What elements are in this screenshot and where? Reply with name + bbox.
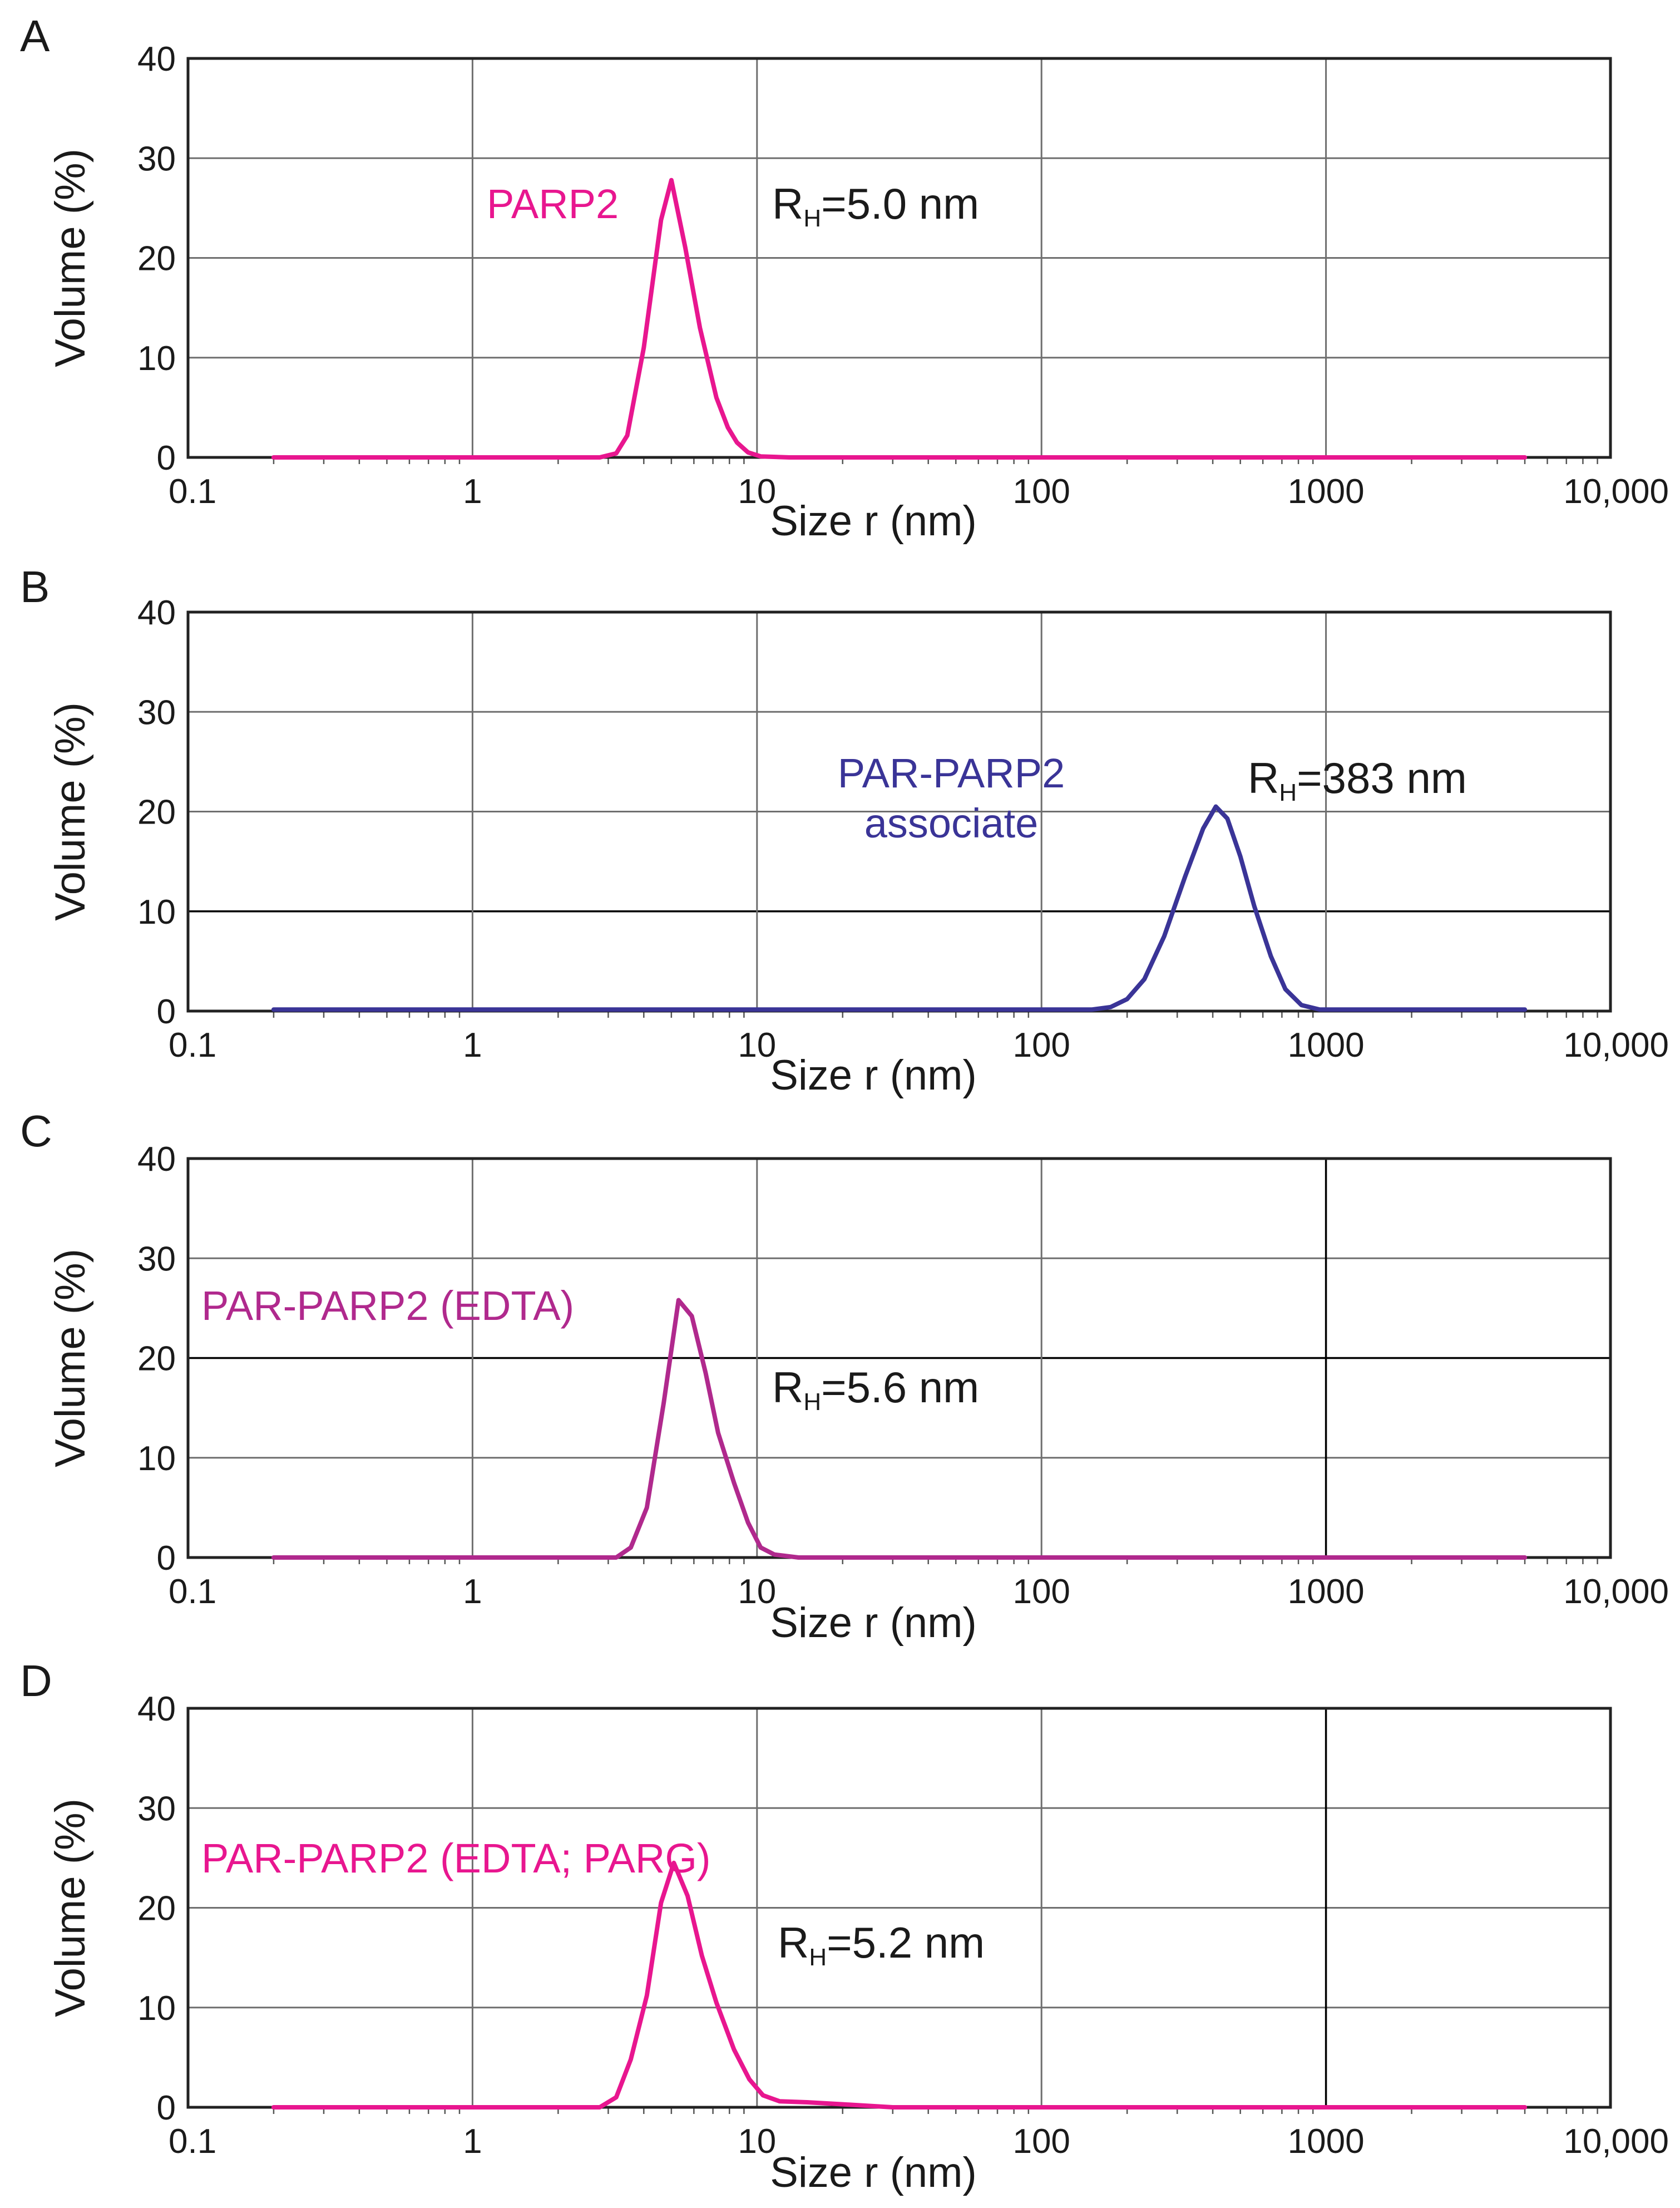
rh-value: =383 nm (1297, 753, 1467, 802)
x-axis-label: Size r (nm) (770, 497, 977, 545)
y-tick-label: 20 (137, 793, 176, 832)
y-tick-label: 40 (137, 40, 176, 78)
x-tick-label: 1000 (1288, 2122, 1365, 2161)
chart-panel-d: D 0 10 20 30 40 0.1 1 10 100 1000 10,000 Size r (nm)… (20, 1656, 1669, 2196)
rh-value: =5.6 nm (821, 1363, 979, 1412)
panel-letter: D (20, 1656, 52, 1706)
y-tick-label: 10 (137, 1989, 176, 2028)
rh-subscript: H (1279, 779, 1297, 806)
x-tick-label: 1 (463, 1026, 482, 1064)
hydrodynamic-radius-annotation: RH=383 nm (1248, 753, 1467, 806)
x-tick-label: 100 (1012, 1573, 1070, 1611)
x-tick-label: 1 (463, 2122, 482, 2161)
series-line (271, 1860, 1528, 2110)
x-tick-label: 0.1 (169, 472, 216, 511)
rh-value: =5.2 nm (827, 1918, 985, 1967)
y-tick-label: 20 (137, 1340, 176, 1378)
x-tick-label: 10 (738, 472, 776, 511)
y-tick-label: 20 (137, 240, 176, 278)
y-tick-label: 10 (137, 893, 176, 931)
x-tick-label: 10,000 (1563, 1026, 1669, 1064)
x-tick-label: 100 (1012, 2122, 1070, 2161)
x-tick-label: 1 (463, 472, 482, 511)
chart-panel-a: A 0 10 20 30 40 0.1 1 10 100 1000 10,000 Size r (nm)… (20, 11, 1669, 545)
hydrodynamic-radius-annotation: RH=5.0 nm (772, 179, 979, 232)
x-axis-label: Size r (nm) (770, 2149, 977, 2196)
y-tick-label: 40 (137, 594, 176, 632)
y-tick-label: 30 (137, 693, 176, 732)
y-axis-label: Volume (%) (47, 702, 94, 921)
hydrodynamic-radius-annotation: RH=5.2 nm (778, 1918, 985, 1971)
x-tick-label: 100 (1012, 472, 1070, 511)
series-label: PAR-PARP2 (838, 750, 1065, 796)
x-axis-label: Size r (nm) (770, 1052, 977, 1099)
y-axis-label: Volume (%) (47, 149, 94, 367)
y-tick-label: 0 (157, 1539, 176, 1578)
x-tick-label: 10 (738, 1573, 776, 1611)
y-tick-label: 30 (137, 140, 176, 178)
y-axis-label: Volume (%) (47, 1798, 94, 2017)
chart-panel-c: C 0 10 20 30 40 0.1 1 10 100 1000 10,000 Size r (nm)… (20, 1106, 1669, 1647)
rh-symbol: R (772, 1363, 803, 1412)
rh-subscript: H (803, 1388, 821, 1416)
y-tick-label: 40 (137, 1140, 176, 1179)
y-axis-label: Volume (%) (47, 1249, 94, 1467)
rh-symbol: R (1248, 753, 1279, 802)
x-tick-label: 10,000 (1563, 1573, 1669, 1611)
rh-subscript: H (803, 205, 821, 232)
y-tick-label: 30 (137, 1790, 176, 1828)
y-tick-label: 10 (137, 339, 176, 378)
rh-value: =5.0 nm (821, 179, 979, 228)
rh-symbol: R (772, 179, 803, 228)
chart-panel-b: B 0 10 20 30 40 0.1 1 10 100 1000 10,000 Size r (nm)… (20, 562, 1669, 1099)
panel-letter: B (20, 562, 50, 612)
series-label: PAR-PARP2 (EDTA) (201, 1283, 574, 1329)
x-tick-label: 0.1 (169, 1573, 216, 1611)
x-tick-label: 1000 (1288, 1573, 1365, 1611)
x-tick-label: 10 (738, 1026, 776, 1064)
panel-letter: C (20, 1106, 52, 1156)
y-tick-label: 0 (157, 439, 176, 477)
x-tick-label: 1 (463, 1573, 482, 1611)
x-tick-label: 10 (738, 2122, 776, 2161)
y-tick-label: 40 (137, 1690, 176, 1728)
rh-symbol: R (778, 1918, 809, 1967)
y-tick-label: 0 (157, 2089, 176, 2127)
series-line (271, 804, 1528, 1012)
hydrodynamic-radius-annotation: RH=5.6 nm (772, 1363, 979, 1416)
series-label: PARP2 (487, 181, 619, 227)
y-tick-label: 20 (137, 1890, 176, 1928)
x-tick-label: 10,000 (1563, 472, 1669, 511)
y-tick-label: 30 (137, 1240, 176, 1278)
rh-subscript: H (809, 1944, 827, 1971)
y-tick-label: 0 (157, 993, 176, 1031)
x-tick-label: 1000 (1288, 472, 1365, 511)
y-tick-label: 10 (137, 1440, 176, 1478)
x-tick-label: 100 (1012, 1026, 1070, 1064)
series-line (271, 178, 1528, 460)
series-label: associate (864, 800, 1039, 846)
series-label: PAR-PARP2 (EDTA; PARG) (201, 1835, 711, 1881)
x-axis-label: Size r (nm) (770, 1599, 977, 1647)
x-tick-label: 0.1 (169, 2122, 216, 2161)
x-tick-label: 0.1 (169, 1026, 216, 1064)
x-tick-label: 1000 (1288, 1026, 1365, 1064)
x-tick-label: 10,000 (1563, 2122, 1669, 2161)
series-line (271, 1298, 1528, 1560)
panel-letter: A (20, 11, 50, 61)
